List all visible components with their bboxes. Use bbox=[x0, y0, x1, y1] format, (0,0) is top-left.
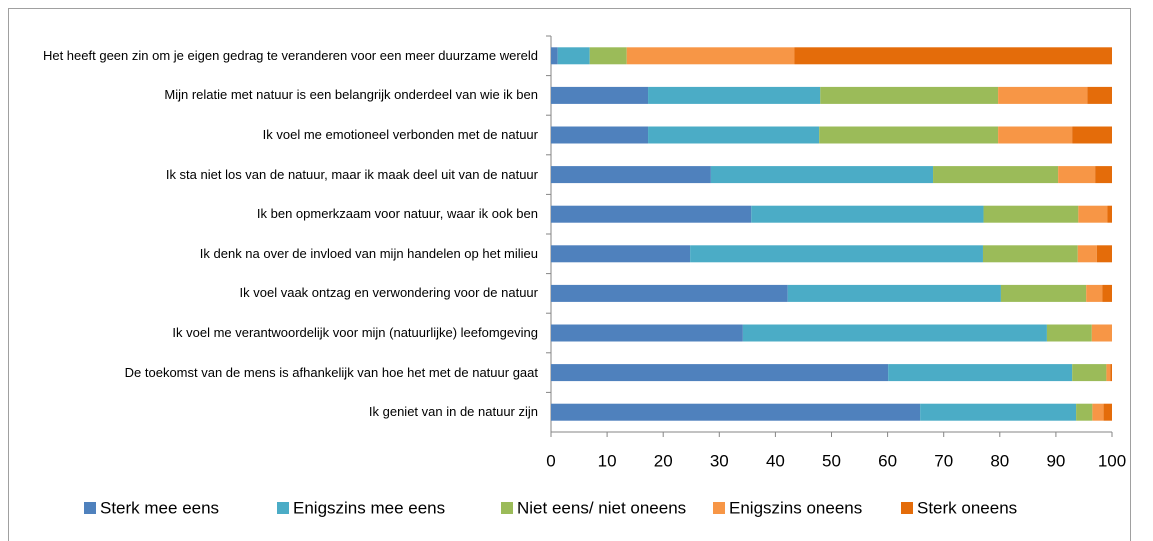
category-label: Ik ben opmerkzaam voor natuur, waar ik o… bbox=[256, 206, 538, 222]
bar-segment bbox=[1086, 284, 1103, 302]
x-tick-label: 10 bbox=[598, 451, 617, 470]
bar-segment bbox=[690, 245, 983, 263]
bar-segment bbox=[1092, 403, 1104, 421]
bar-segment bbox=[998, 86, 1088, 104]
bar-segment bbox=[710, 166, 934, 184]
x-tick-label: 0 bbox=[546, 451, 555, 470]
legend-label: Enigszins oneens bbox=[729, 498, 862, 517]
x-tick-label: 90 bbox=[1046, 451, 1065, 470]
bar-segment bbox=[551, 126, 649, 144]
category-label: Ik voel me verantwoordelijk voor mijn (n… bbox=[172, 325, 538, 340]
bar-segment bbox=[1072, 126, 1112, 144]
bar-segment bbox=[1102, 284, 1112, 302]
legend-swatch bbox=[901, 502, 913, 514]
bar-segment bbox=[1091, 324, 1112, 342]
legend-label: Sterk oneens bbox=[917, 498, 1017, 517]
bar-segment bbox=[794, 47, 1112, 65]
bar-segment bbox=[1096, 245, 1112, 263]
x-tick-label: 100 bbox=[1098, 451, 1126, 470]
bar-segment bbox=[888, 364, 1073, 382]
bar-segment bbox=[933, 166, 1059, 184]
bar-segment bbox=[551, 47, 558, 65]
bar-segment bbox=[1000, 284, 1087, 302]
bar-segment bbox=[551, 324, 743, 342]
x-tick-label: 60 bbox=[878, 451, 897, 470]
bar-segment bbox=[1072, 364, 1107, 382]
bar-segment bbox=[998, 126, 1073, 144]
bar-segment bbox=[819, 126, 999, 144]
bar-segment bbox=[820, 86, 999, 104]
category-label: Ik sta niet los van de natuur, maar ik m… bbox=[165, 166, 538, 182]
category-label: Ik geniet van in de natuur zijn bbox=[368, 404, 538, 420]
x-tick-label: 20 bbox=[654, 451, 673, 470]
bar-segment bbox=[551, 284, 788, 302]
legend-label: Sterk mee eens bbox=[100, 498, 219, 517]
bar-segment bbox=[1095, 166, 1112, 184]
bar-segment bbox=[787, 284, 1001, 302]
bar-segment bbox=[551, 86, 649, 104]
bar-segment bbox=[1046, 324, 1092, 342]
category-label: Mijn relatie met natuur is een belangrij… bbox=[164, 87, 538, 103]
bar-segment bbox=[982, 245, 1078, 263]
x-tick-label: 40 bbox=[766, 451, 785, 470]
bar-segment bbox=[1077, 245, 1097, 263]
bar-segment bbox=[648, 86, 821, 104]
legend-label: Enigszins mee eens bbox=[293, 498, 445, 517]
bar-segment bbox=[551, 403, 921, 421]
x-tick-label: 30 bbox=[710, 451, 729, 470]
bar-segment bbox=[983, 205, 1079, 223]
bar-segment bbox=[1078, 205, 1108, 223]
legend-label: Niet eens/ niet oneens bbox=[517, 498, 686, 517]
x-tick-label: 70 bbox=[934, 451, 953, 470]
category-label: Ik voel me emotioneel verbonden met de n… bbox=[262, 127, 538, 142]
bar-segment bbox=[1106, 364, 1111, 382]
legend-swatch bbox=[713, 502, 725, 514]
bar-segment bbox=[551, 166, 711, 184]
bar-segment bbox=[1058, 166, 1096, 184]
frame bbox=[8, 8, 1131, 541]
bar-segment bbox=[1076, 403, 1093, 421]
bar-segment bbox=[920, 403, 1077, 421]
bar-segment bbox=[1110, 364, 1112, 382]
legend-swatch bbox=[84, 502, 96, 514]
bar-segment bbox=[648, 126, 820, 144]
bar-segment bbox=[551, 364, 889, 382]
category-label: De toekomst van de mens is afhankelijk v… bbox=[124, 364, 538, 380]
bar-segment bbox=[557, 47, 590, 65]
bar-segment bbox=[751, 205, 984, 223]
x-tick-label: 80 bbox=[990, 451, 1009, 470]
bar-segment bbox=[742, 324, 1047, 342]
bar-segment bbox=[589, 47, 627, 65]
bar-segment bbox=[1087, 86, 1112, 104]
bar-segment bbox=[1107, 205, 1112, 223]
bar-segment bbox=[551, 205, 752, 223]
category-label: Ik voel vaak ontzag en verwondering voor… bbox=[239, 285, 538, 301]
legend-swatch bbox=[277, 502, 289, 514]
bar-segment bbox=[551, 245, 691, 263]
bar-segment bbox=[1103, 403, 1112, 421]
bar-segment bbox=[626, 47, 795, 65]
legend-swatch bbox=[501, 502, 513, 514]
x-tick-label: 50 bbox=[822, 451, 841, 470]
category-label: Ik denk na over de invloed van mijn hand… bbox=[199, 245, 538, 261]
category-label: Het heeft geen zin om je eigen gedrag te… bbox=[42, 47, 538, 63]
